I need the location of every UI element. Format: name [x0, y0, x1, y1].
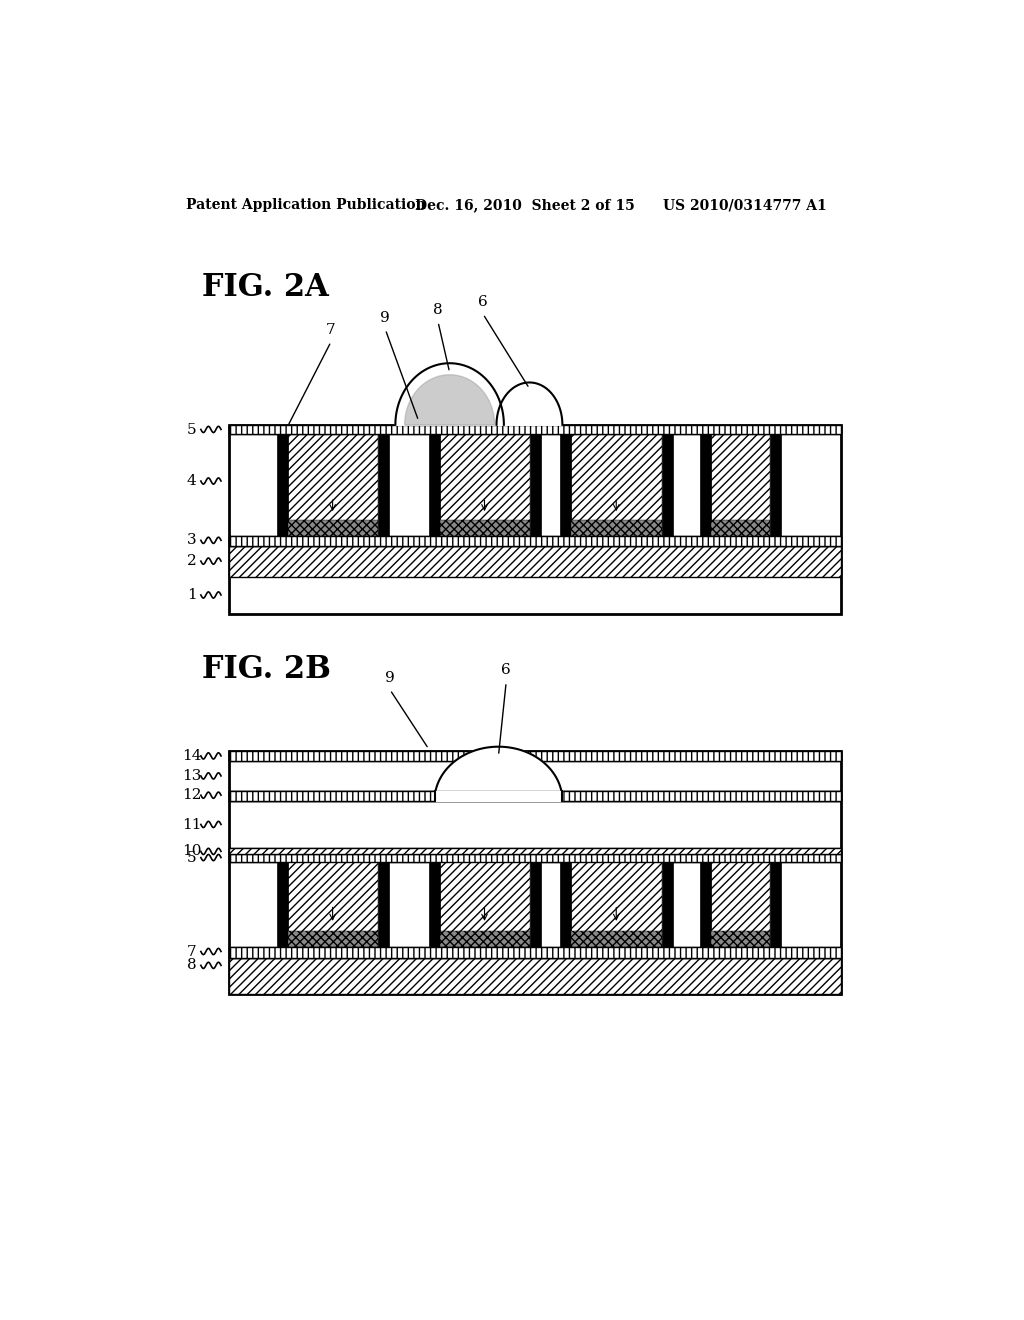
Bar	[276, 862, 288, 946]
Text: 12: 12	[182, 788, 202, 803]
Text: Patent Application Publication: Patent Application Publication	[186, 198, 426, 213]
Bar	[228, 791, 841, 800]
Bar	[228, 946, 841, 958]
Text: 13: 13	[182, 770, 202, 783]
Bar	[228, 425, 841, 434]
Bar	[662, 862, 673, 946]
Polygon shape	[434, 747, 562, 800]
Bar	[711, 434, 770, 536]
Text: 11: 11	[182, 817, 202, 832]
Bar	[228, 425, 841, 614]
Bar	[288, 520, 378, 536]
Polygon shape	[497, 383, 562, 425]
Bar	[700, 434, 781, 536]
Bar	[439, 932, 530, 946]
Text: 1: 1	[186, 589, 197, 602]
Text: 9: 9	[385, 671, 395, 685]
Bar	[228, 536, 841, 545]
Text: 7: 7	[327, 323, 336, 337]
Text: 14: 14	[182, 748, 202, 763]
Bar	[228, 545, 841, 577]
Bar	[770, 862, 781, 946]
Bar	[711, 520, 770, 536]
Bar	[276, 434, 288, 536]
Text: 3: 3	[186, 533, 197, 548]
Bar	[228, 751, 841, 994]
Bar	[571, 862, 662, 946]
Bar	[276, 434, 389, 536]
Text: FIG. 2B: FIG. 2B	[202, 653, 331, 685]
Bar	[530, 862, 541, 946]
Bar	[711, 862, 770, 946]
Bar	[228, 751, 841, 762]
Text: 6: 6	[478, 296, 487, 309]
Text: 8: 8	[433, 304, 442, 317]
Text: 6: 6	[502, 664, 511, 677]
Bar	[571, 434, 662, 536]
Polygon shape	[404, 375, 495, 425]
Text: 5: 5	[186, 850, 197, 865]
Bar	[378, 434, 389, 536]
Bar	[770, 434, 781, 536]
Bar	[662, 434, 673, 536]
Bar	[228, 946, 841, 958]
Bar	[429, 862, 541, 946]
Bar	[560, 862, 571, 946]
Bar	[228, 425, 841, 434]
Text: 8: 8	[186, 958, 197, 973]
Bar	[560, 434, 571, 536]
Text: 9: 9	[381, 310, 390, 325]
Text: US 2010/0314777 A1: US 2010/0314777 A1	[663, 198, 826, 213]
Bar	[228, 791, 841, 800]
Bar	[228, 854, 841, 862]
Text: 7: 7	[186, 945, 197, 958]
Bar	[228, 791, 841, 800]
Bar	[439, 520, 530, 536]
Bar	[228, 849, 841, 854]
Bar	[700, 862, 711, 946]
Bar	[228, 958, 841, 994]
Bar	[700, 862, 781, 946]
Text: 2: 2	[186, 554, 197, 568]
Bar	[439, 434, 530, 536]
Bar	[530, 434, 541, 536]
Text: FIG. 2A: FIG. 2A	[202, 272, 329, 304]
Polygon shape	[395, 363, 504, 425]
Polygon shape	[434, 791, 562, 800]
Text: 10: 10	[182, 845, 202, 858]
Bar	[429, 862, 439, 946]
Bar	[560, 862, 673, 946]
Bar	[288, 434, 378, 536]
Bar	[571, 520, 662, 536]
Text: 5: 5	[186, 422, 197, 437]
Bar	[700, 434, 711, 536]
Bar	[288, 862, 378, 946]
Bar	[228, 849, 841, 854]
Bar	[228, 854, 841, 862]
Bar	[439, 862, 530, 946]
Bar	[429, 434, 541, 536]
Bar	[571, 932, 662, 946]
Bar	[276, 862, 389, 946]
Bar	[228, 536, 841, 545]
Bar	[288, 932, 378, 946]
Bar	[228, 751, 841, 762]
Bar	[378, 862, 389, 946]
Text: Dec. 16, 2010  Sheet 2 of 15: Dec. 16, 2010 Sheet 2 of 15	[415, 198, 635, 213]
Bar	[711, 932, 770, 946]
Bar	[560, 434, 673, 536]
Text: 4: 4	[186, 474, 197, 488]
Bar	[429, 434, 439, 536]
